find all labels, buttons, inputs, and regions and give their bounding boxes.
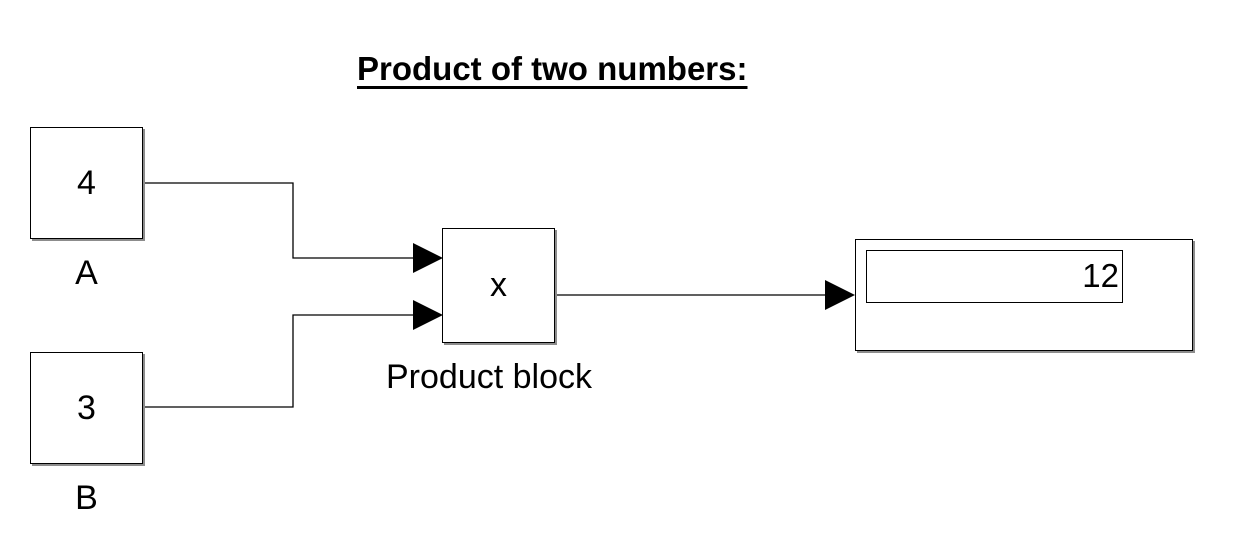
constant-block-b[interactable]: 3 [30,352,143,464]
diagram-title: Product of two numbers: [357,50,748,87]
signal-line-b-to-product [145,314,415,408]
constant-b-value: 3 [77,388,96,427]
constant-a-label: A [75,254,98,292]
input-port-arrow-1 [413,243,443,273]
display-input-arrow [825,280,855,310]
input-port-arrow-2 [413,300,443,330]
display-block[interactable]: 12 [855,239,1193,351]
constant-b-label: B [75,479,98,517]
product-block-label: Product block [386,358,592,396]
constant-a-value: 4 [77,163,96,202]
display-value: 12 [866,250,1123,303]
product-block[interactable]: x [442,228,555,343]
constant-block-a[interactable]: 4 [30,127,143,239]
signal-line-a-to-product [145,182,415,259]
product-symbol: x [490,266,507,304]
